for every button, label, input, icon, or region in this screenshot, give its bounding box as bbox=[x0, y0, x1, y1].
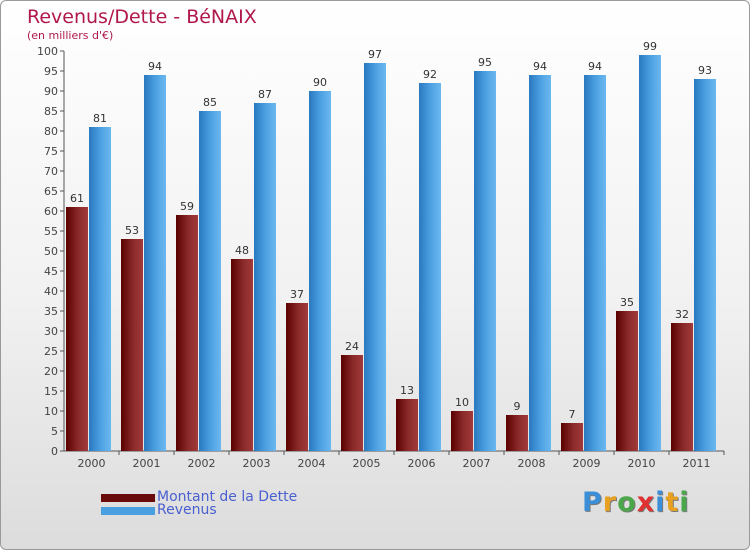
y-tick-label: 75 bbox=[44, 145, 58, 158]
y-tick-label: 60 bbox=[44, 205, 58, 218]
bar-debt bbox=[396, 399, 418, 451]
y-tick-label: 65 bbox=[44, 185, 58, 198]
bar-debt bbox=[671, 323, 693, 451]
y-tick-label: 45 bbox=[44, 265, 58, 278]
y-tick-label: 15 bbox=[44, 385, 58, 398]
x-tick-label: 2001 bbox=[133, 457, 161, 470]
data-label-revenus: 97 bbox=[368, 48, 382, 61]
bar-debt bbox=[561, 423, 583, 451]
y-tick-label: 50 bbox=[44, 245, 58, 258]
x-tick-label: 2003 bbox=[243, 457, 271, 470]
bar-debt bbox=[616, 311, 638, 451]
data-label-revenus: 94 bbox=[533, 60, 547, 73]
data-label-revenus: 94 bbox=[588, 60, 602, 73]
y-tick-label: 70 bbox=[44, 165, 58, 178]
x-tick-label: 2000 bbox=[78, 457, 106, 470]
y-tick-label: 80 bbox=[44, 125, 58, 138]
data-label-revenus: 90 bbox=[313, 76, 327, 89]
y-tick-label: 10 bbox=[44, 405, 58, 418]
x-tick-label: 2008 bbox=[518, 457, 546, 470]
x-tick-label: 2006 bbox=[408, 457, 436, 470]
y-tick-label: 30 bbox=[44, 325, 58, 338]
data-label-revenus: 81 bbox=[93, 112, 107, 125]
y-tick-label: 25 bbox=[44, 345, 58, 358]
data-label-debt: 37 bbox=[290, 288, 304, 301]
data-label-debt: 35 bbox=[620, 296, 634, 309]
data-label-debt: 48 bbox=[235, 244, 249, 257]
data-label-revenus: 94 bbox=[148, 60, 162, 73]
bar-revenus bbox=[584, 75, 606, 451]
chart-subtitle: (en milliers d'€) bbox=[27, 29, 114, 42]
bar-debt bbox=[341, 355, 363, 451]
bar-revenus bbox=[309, 91, 331, 451]
bar-debt bbox=[231, 259, 253, 451]
x-tick-label: 2007 bbox=[463, 457, 491, 470]
bar-revenus bbox=[144, 75, 166, 451]
bar-revenus bbox=[364, 63, 386, 451]
x-tick-label: 2011 bbox=[683, 457, 711, 470]
y-tick-label: 20 bbox=[44, 365, 58, 378]
bar-debt bbox=[506, 415, 528, 451]
bar-revenus bbox=[474, 71, 496, 451]
bar-debt bbox=[66, 207, 88, 451]
proxiti-logo: Proxiti bbox=[582, 487, 690, 518]
data-label-debt: 10 bbox=[455, 396, 469, 409]
bar-debt bbox=[286, 303, 308, 451]
legend-swatch-revenus bbox=[101, 507, 155, 515]
y-tick-label: 95 bbox=[44, 65, 58, 78]
data-label-debt: 13 bbox=[400, 384, 414, 397]
bar-debt bbox=[451, 411, 473, 451]
bar-revenus bbox=[639, 55, 661, 451]
bar-revenus bbox=[419, 83, 441, 451]
legend-swatch-dette bbox=[101, 494, 155, 502]
x-tick-label: 2005 bbox=[353, 457, 381, 470]
y-tick-label: 5 bbox=[51, 425, 58, 438]
y-tick-label: 100 bbox=[37, 45, 58, 58]
data-label-revenus: 92 bbox=[423, 68, 437, 81]
y-tick-label: 85 bbox=[44, 105, 58, 118]
data-label-debt: 24 bbox=[345, 340, 359, 353]
y-tick-label: 40 bbox=[44, 285, 58, 298]
data-label-debt: 59 bbox=[180, 200, 194, 213]
data-label-debt: 7 bbox=[569, 408, 576, 421]
bar-debt bbox=[121, 239, 143, 451]
x-tick-label: 2010 bbox=[628, 457, 656, 470]
data-label-debt: 32 bbox=[675, 308, 689, 321]
y-tick-label: 0 bbox=[51, 445, 58, 458]
x-tick-label: 2002 bbox=[188, 457, 216, 470]
data-label-debt: 53 bbox=[125, 224, 139, 237]
bar-revenus bbox=[89, 127, 111, 451]
data-label-revenus: 87 bbox=[258, 88, 272, 101]
data-label-debt: 61 bbox=[70, 192, 84, 205]
data-label-revenus: 99 bbox=[643, 40, 657, 53]
data-label-revenus: 95 bbox=[478, 56, 492, 69]
x-tick-label: 2009 bbox=[573, 457, 601, 470]
data-label-revenus: 85 bbox=[203, 96, 217, 109]
y-tick-label: 35 bbox=[44, 305, 58, 318]
bar-revenus bbox=[694, 79, 716, 451]
chart-title: Revenus/Dette - BéNAIX bbox=[27, 6, 257, 28]
bar-debt bbox=[176, 215, 198, 451]
plot-area: 0 5 10 15 20 25 30 35 40 45 50 55 60 65 70 75 80 85 90 95 10… bbox=[37, 40, 725, 470]
legend-label-revenus: Revenus bbox=[157, 502, 217, 518]
y-tick-label: 90 bbox=[44, 85, 58, 98]
legend-label-dette: Montant de la Dette bbox=[157, 489, 298, 505]
bar-revenus bbox=[199, 111, 221, 451]
data-label-debt: 9 bbox=[514, 400, 521, 413]
bar-revenus bbox=[254, 103, 276, 451]
x-tick-label: 2004 bbox=[298, 457, 326, 470]
bar-revenus bbox=[529, 75, 551, 451]
data-label-revenus: 93 bbox=[698, 64, 712, 77]
y-tick-label: 55 bbox=[44, 225, 58, 238]
